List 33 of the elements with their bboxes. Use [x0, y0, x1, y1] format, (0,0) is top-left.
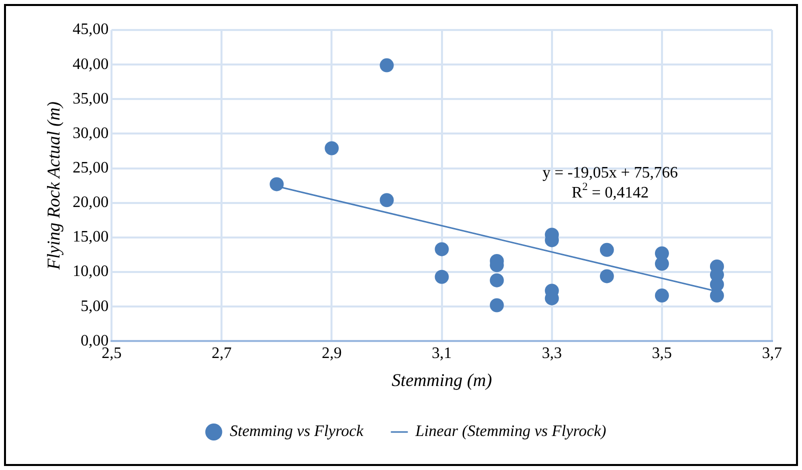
y-tick-label: 25,00: [72, 160, 109, 177]
y-tick-label: 20,00: [72, 194, 109, 212]
point: [380, 193, 394, 208]
legend-label: Linear (Stemming vs Flyrock): [414, 423, 606, 440]
point: [434, 270, 449, 284]
y-tick-label: 5,00: [80, 298, 109, 315]
x-tick-label: 3,7: [762, 345, 782, 362]
x-tick-label: 3,1: [432, 345, 452, 362]
y-tick-label: 15,00: [72, 228, 109, 246]
x-tick-label: 3,3: [542, 345, 562, 362]
point: [600, 242, 614, 257]
x-tick-label: 2,7: [212, 345, 232, 362]
point: [270, 177, 284, 192]
point: [490, 273, 504, 288]
point: [600, 269, 614, 284]
point: [654, 256, 669, 271]
annotation: y = -19,05x + 75,766: [542, 164, 678, 182]
y-tick-label: 30,00: [72, 124, 109, 142]
x-axis-title: Stemming (m): [392, 370, 492, 390]
y-tick-label: 10,00: [72, 263, 109, 280]
y-axis-title: Flying Rock Actual (m): [44, 102, 64, 271]
y-tick-label: 40,00: [72, 56, 109, 73]
x-tick-label: 2,9: [322, 345, 342, 362]
legend-label: Stemming vs Flyrock: [230, 423, 364, 440]
point: [324, 141, 339, 156]
y-tick-label: 35,00: [72, 90, 109, 108]
point: [434, 242, 449, 256]
point: [380, 58, 394, 72]
point: [710, 288, 724, 303]
point: [490, 298, 504, 312]
x-tick-label: 3,5: [652, 345, 672, 362]
y-tick-label: 45,00: [72, 21, 109, 38]
point: [654, 288, 669, 303]
